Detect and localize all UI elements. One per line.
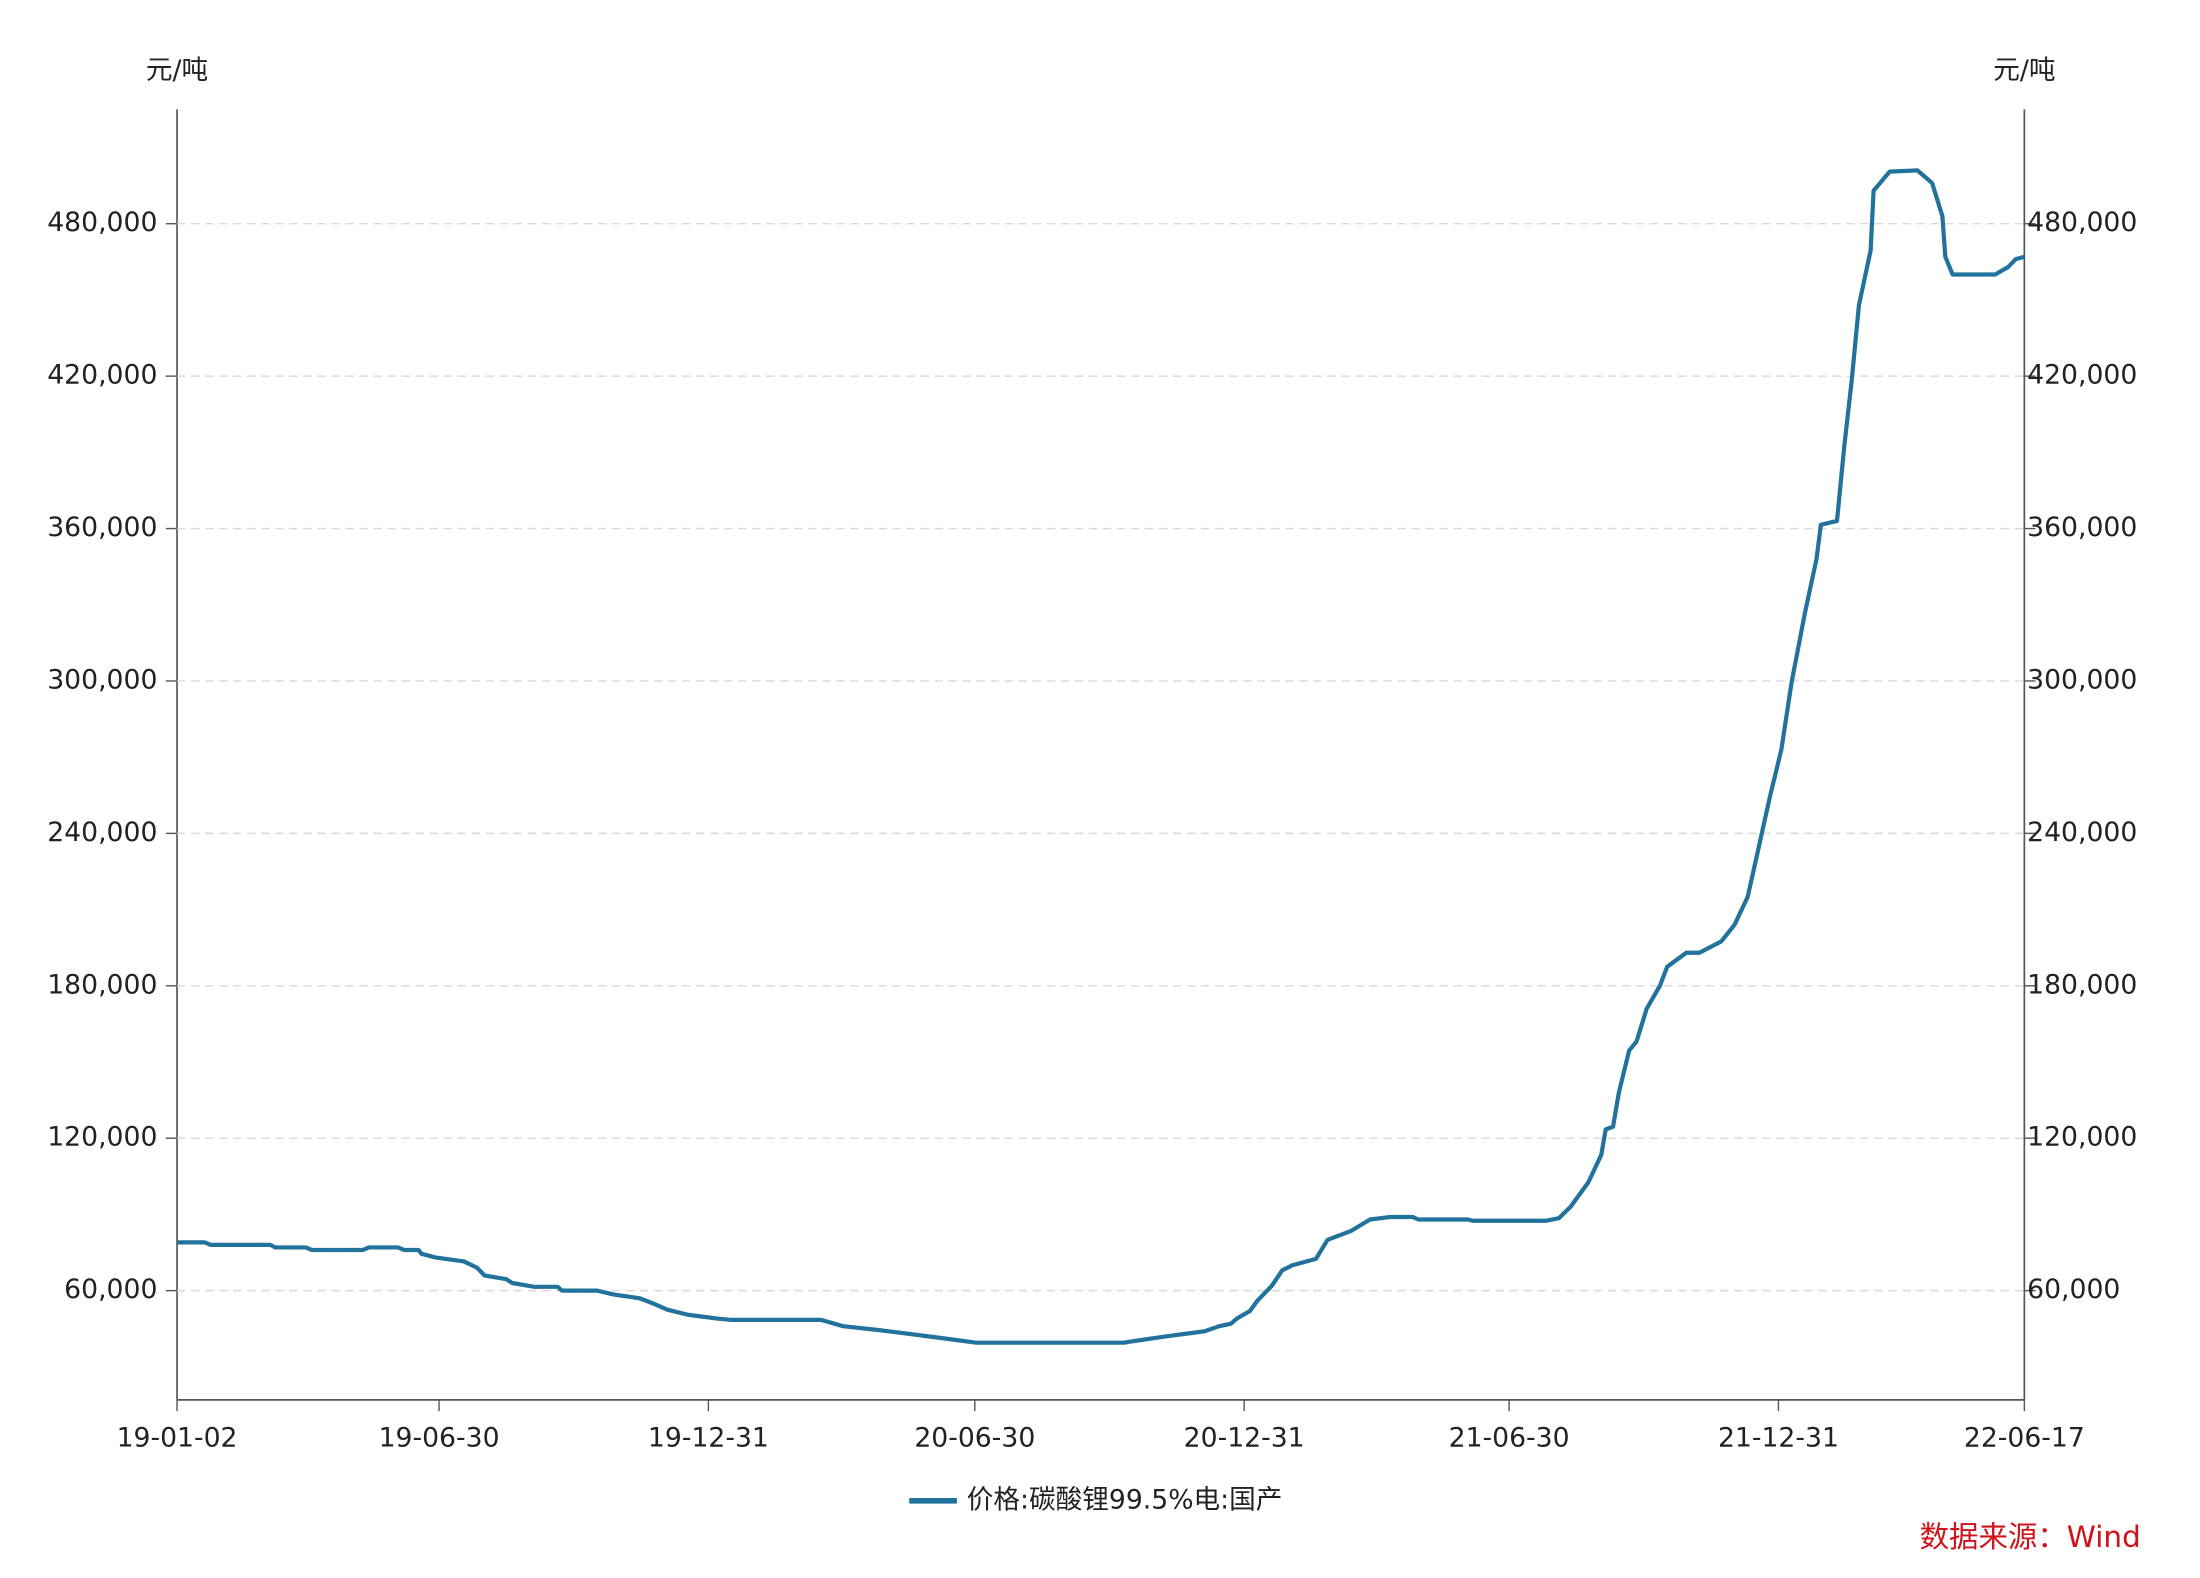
x-tick-label: 20-12-31 xyxy=(1184,1423,1305,1454)
x-tick-label: 21-12-31 xyxy=(1718,1423,1839,1454)
x-tick-label: 21-06-30 xyxy=(1449,1423,1570,1454)
y2-tick-label: 300,000 xyxy=(2027,664,2137,695)
y-tick-label: 420,000 xyxy=(47,360,157,391)
x-tick-label: 19-12-31 xyxy=(648,1423,769,1454)
y2-tick-label: 120,000 xyxy=(2027,1122,2137,1153)
y-tick-label: 120,000 xyxy=(47,1122,157,1153)
y-tick-label: 480,000 xyxy=(47,207,157,238)
x-tick-label: 22-06-17 xyxy=(1964,1423,2085,1454)
y2-tick-label: 240,000 xyxy=(2027,817,2137,848)
y-tick-label: 300,000 xyxy=(47,664,157,695)
y-axis-label: 元/吨 xyxy=(146,55,208,86)
x-tick-label: 20-06-30 xyxy=(914,1423,1035,1454)
y2-tick-label: 360,000 xyxy=(2027,512,2137,543)
x-tick-label: 19-01-02 xyxy=(117,1423,238,1454)
y-tick-label: 60,000 xyxy=(64,1274,157,1305)
source-note: 数据来源：Wind xyxy=(1920,1520,2141,1554)
y2-axis-label: 元/吨 xyxy=(1993,55,2055,86)
y2-tick-label: 420,000 xyxy=(2027,360,2137,391)
y-tick-label: 360,000 xyxy=(47,512,157,543)
y-tick-label: 240,000 xyxy=(47,817,157,848)
x-tick-label: 19-06-30 xyxy=(379,1423,500,1454)
y2-tick-label: 60,000 xyxy=(2027,1274,2120,1305)
y-tick-label: 180,000 xyxy=(47,969,157,1000)
y2-tick-label: 180,000 xyxy=(2027,969,2137,1000)
line-series xyxy=(177,168,2025,1345)
y2-tick-label: 480,000 xyxy=(2027,207,2137,238)
legend-label: 价格:碳酸锂99.5%电:国产 xyxy=(967,1484,1283,1515)
